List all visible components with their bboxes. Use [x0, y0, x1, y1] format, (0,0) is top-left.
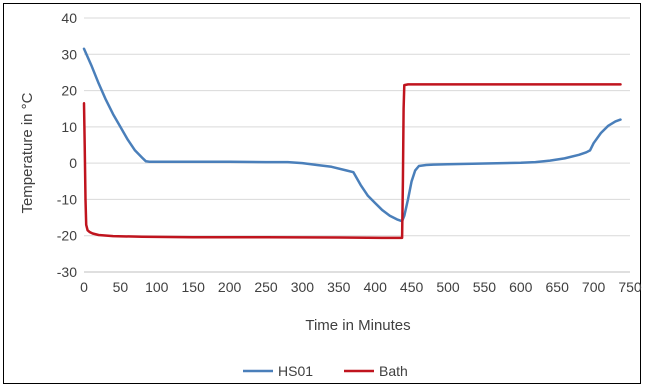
- legend-label-hs01: HS01: [278, 363, 313, 379]
- y-tick-label: -20: [57, 228, 77, 244]
- series-lines: [82, 47, 622, 240]
- legend: HS01 Bath: [243, 363, 408, 379]
- y-tick-label: 0: [69, 155, 77, 171]
- x-tick-label: 50: [113, 279, 129, 295]
- y-tick-label: -10: [57, 191, 77, 207]
- chart-frame: -30 -20 -10 0 10 20 30 40 0 50 100 150 200 250 300 350…: [3, 3, 642, 384]
- y-axis-ticks: -30 -20 -10 0 10 20 30 40: [57, 10, 77, 280]
- x-tick-label: 750: [618, 279, 642, 295]
- x-tick-label: 100: [145, 279, 169, 295]
- x-tick-label: 450: [400, 279, 424, 295]
- x-tick-label: 250: [254, 279, 278, 295]
- series-line-hs01: [82, 47, 622, 223]
- x-tick-label: 150: [182, 279, 206, 295]
- x-tick-label: 400: [364, 279, 388, 295]
- chart-canvas: -30 -20 -10 0 10 20 30 40 0 50 100 150 200 250 300 350…: [19, 10, 642, 379]
- x-axis-title: Time in Minutes: [305, 317, 410, 334]
- y-tick-label: 10: [61, 119, 77, 135]
- x-tick-label: 650: [546, 279, 570, 295]
- x-axis-ticks: 0 50 100 150 200 250 300 350 400 450 500 550 600 650 7…: [80, 279, 642, 295]
- x-tick-label: 0: [80, 279, 88, 295]
- x-tick-label: 600: [509, 279, 533, 295]
- x-tick-label: 500: [436, 279, 460, 295]
- x-tick-label: 550: [473, 279, 497, 295]
- x-tick-label: 200: [218, 279, 242, 295]
- x-tick-label: 350: [327, 279, 351, 295]
- x-tick-label: 700: [582, 279, 606, 295]
- y-tick-label: -30: [57, 264, 77, 280]
- y-tick-label: 20: [61, 83, 77, 99]
- series-line-bath: [82, 83, 622, 240]
- legend-label-bath: Bath: [379, 363, 408, 379]
- x-tick-label: 300: [291, 279, 315, 295]
- y-axis-title: Temperature in °C: [19, 92, 36, 213]
- gridlines: [84, 17, 630, 237]
- y-tick-label: 30: [61, 46, 77, 62]
- y-tick-label: 40: [61, 10, 77, 26]
